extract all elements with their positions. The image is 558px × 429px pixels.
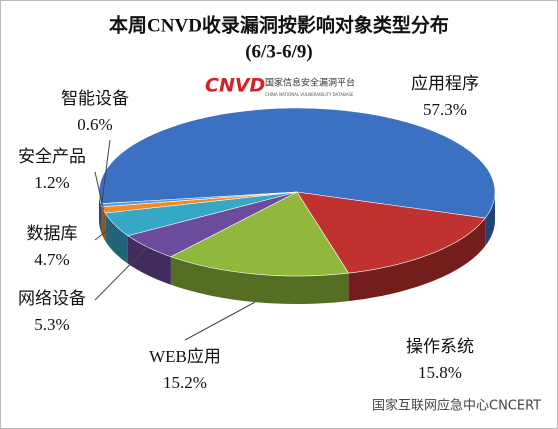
leader-line (94, 224, 115, 241)
pie-slice (98, 107, 496, 219)
pie-slice (100, 191, 298, 208)
slice-label: WEB应用 (149, 347, 221, 366)
pie-side (105, 212, 128, 264)
slice-value-label: 15.8% (418, 363, 462, 382)
slice-label: 数据库 (27, 224, 78, 243)
leader-line (94, 246, 148, 301)
chart-title: 本周CNVD收录漏洞按影响对象类型分布 (109, 13, 449, 36)
pie-slice (296, 191, 486, 274)
slice-value-label: 15.2% (163, 373, 207, 392)
pie-side (348, 218, 486, 302)
leader-line (100, 139, 111, 206)
slice-value-label: 5.3% (34, 315, 69, 334)
logo-subtext: CHINA NATIONAL VULNERABILITY DATABASE (265, 92, 354, 97)
slice-label: 网络设备 (18, 289, 86, 308)
leader-line (184, 301, 256, 341)
pie-side (100, 203, 103, 235)
slice-label: 安全产品 (18, 147, 86, 166)
watermark: 国家互联网应急中心CNCERT (372, 398, 541, 414)
pie-side (99, 192, 101, 232)
logo-text: 国家信息安全漏洞平台 (265, 77, 355, 89)
slice-label: 应用程序 (411, 74, 479, 93)
slice-value-label: 0.6% (77, 115, 112, 134)
slice-value-label: 57.3% (423, 100, 467, 119)
pie (98, 107, 496, 304)
chart-subtitle: (6/3-6/9) (245, 41, 313, 62)
slice-label: 智能设备 (61, 89, 129, 108)
logo: CNVD (205, 75, 265, 97)
slice-value-label: 4.7% (34, 250, 69, 269)
pie-side (127, 235, 171, 285)
slice-value-label: 1.2% (34, 173, 69, 192)
slice-label: 操作系统 (406, 337, 474, 356)
pie-slice (170, 191, 350, 277)
